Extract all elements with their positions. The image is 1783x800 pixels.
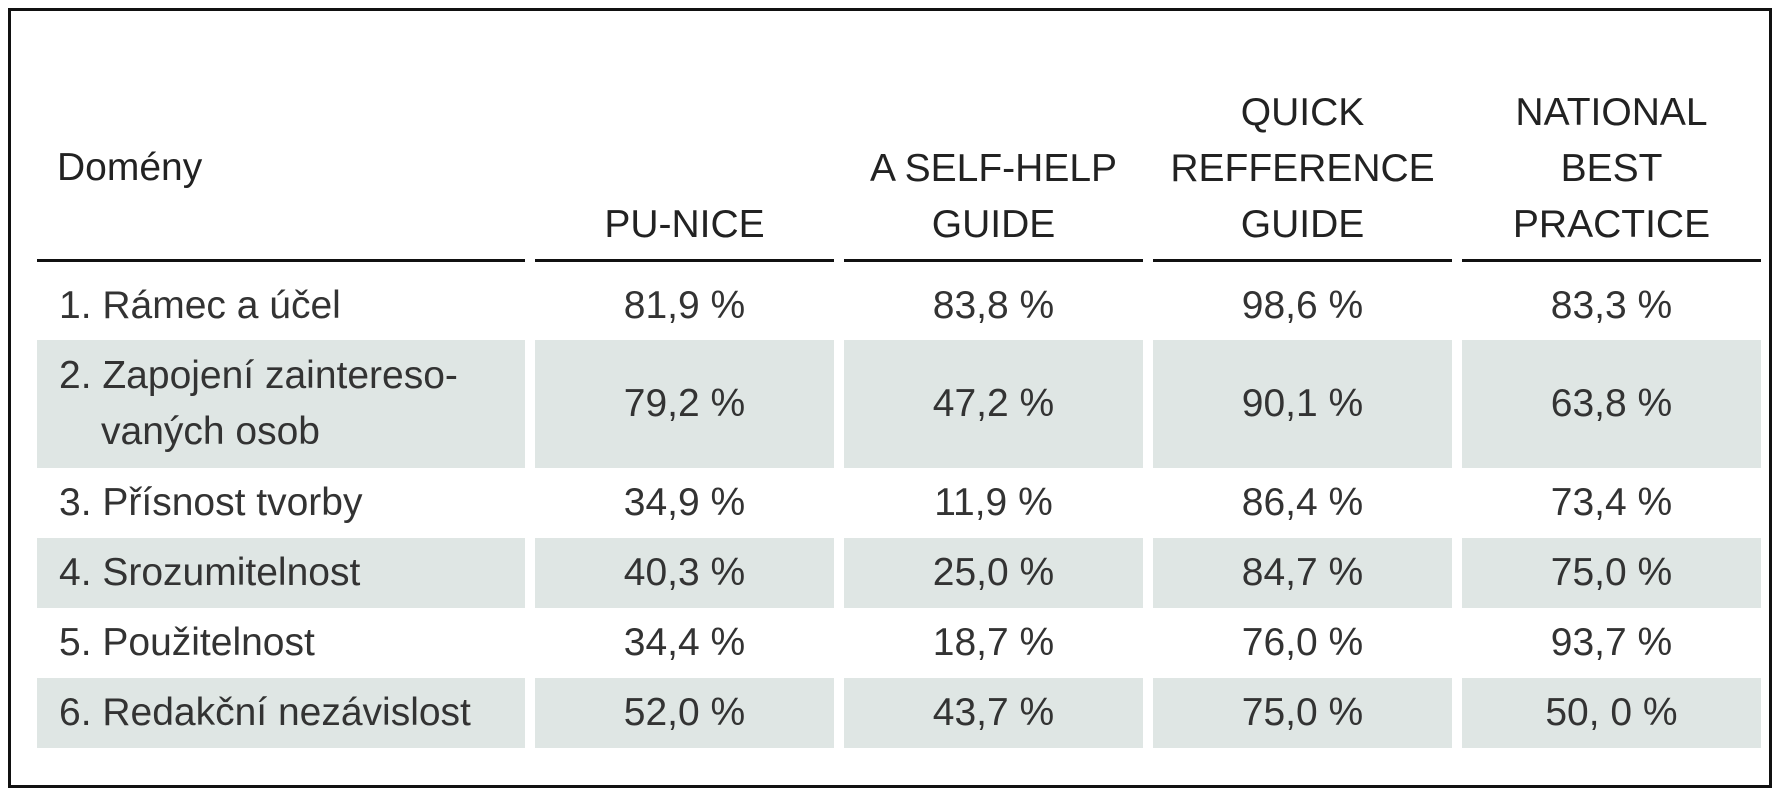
cell-national-best-practice: 93,7 % [1550, 621, 1673, 664]
row-label-line: 2. Zapojení zaintereso- [59, 354, 458, 397]
cell-quick-reference-guide: 98,6 % [1241, 284, 1364, 327]
cell-national-best-practice: 50, 0 % [1462, 678, 1761, 748]
table-row: 3. Přísnost tvorby 34,9 % 11,9 % 86,4 % … [37, 468, 1761, 538]
header-self-help-guide: A SELF-HELP GUIDE [844, 59, 1143, 262]
cell-quick-reference-guide: 76,0 % [1241, 621, 1364, 664]
cell-pu-nice: 34,4 % [623, 621, 746, 664]
table-row: 1. Rámec a účel 81,9 % 83,8 % 98,6 % 83,… [37, 262, 1761, 340]
table-frame: Domény PU-NICE A SELF-HELP GUIDE QUICK R… [8, 8, 1772, 788]
table-row: 5. Použitelnost 34,4 % 18,7 % 76,0 % 93,… [37, 608, 1761, 678]
cell-national-best-practice: 63,8 % [1462, 340, 1761, 468]
row-label-continuation: vaných osob [101, 410, 320, 453]
cell-pu-nice: 81,9 % [623, 284, 746, 327]
table-row: 4. Srozumitelnost 40,3 % 25,0 % 84,7 % 7… [37, 538, 1761, 608]
cell-self-help-guide: 18,7 % [932, 621, 1055, 664]
cell-self-help-guide: 11,9 % [934, 481, 1053, 524]
cell-self-help-guide: 47,2 % [844, 340, 1143, 468]
row-label: 1. Rámec a účel [59, 284, 341, 327]
cell-quick-reference-guide: 86,4 % [1241, 481, 1364, 524]
cell-pu-nice: 40,3 % [535, 538, 834, 608]
header-national-best-practice: NATIONAL BEST PRACTICE [1462, 59, 1761, 262]
row-label: 6. Redakční nezávislost [37, 678, 525, 748]
header-domains: Domény [37, 59, 525, 262]
cell-national-best-practice: 75,0 % [1462, 538, 1761, 608]
table-row: 2. Zapojení zaintereso- vaných osob 79,2… [37, 340, 1761, 468]
domains-table: Domény PU-NICE A SELF-HELP GUIDE QUICK R… [27, 59, 1771, 748]
cell-national-best-practice: 83,3 % [1550, 284, 1673, 327]
cell-quick-reference-guide: 75,0 % [1153, 678, 1452, 748]
cell-pu-nice: 52,0 % [535, 678, 834, 748]
cell-pu-nice: 79,2 % [535, 340, 834, 468]
cell-quick-reference-guide: 90,1 % [1153, 340, 1452, 468]
cell-self-help-guide: 43,7 % [844, 678, 1143, 748]
row-label: 4. Srozumitelnost [37, 538, 525, 608]
row-label: 3. Přísnost tvorby [59, 481, 363, 524]
cell-self-help-guide: 83,8 % [932, 284, 1055, 327]
table-header-row: Domény PU-NICE A SELF-HELP GUIDE QUICK R… [37, 59, 1761, 262]
cell-national-best-practice: 73,4 % [1550, 481, 1673, 524]
row-label: 5. Použitelnost [59, 621, 315, 664]
header-pu-nice: PU-NICE [535, 59, 834, 262]
cell-pu-nice: 34,9 % [623, 481, 746, 524]
cell-quick-reference-guide: 84,7 % [1153, 538, 1452, 608]
header-quick-reference-guide: QUICK REFFERENCE GUIDE [1153, 59, 1452, 262]
table-row: 6. Redakční nezávislost 52,0 % 43,7 % 75… [37, 678, 1761, 748]
row-label: 2. Zapojení zaintereso- vaných osob [37, 340, 525, 468]
cell-self-help-guide: 25,0 % [844, 538, 1143, 608]
